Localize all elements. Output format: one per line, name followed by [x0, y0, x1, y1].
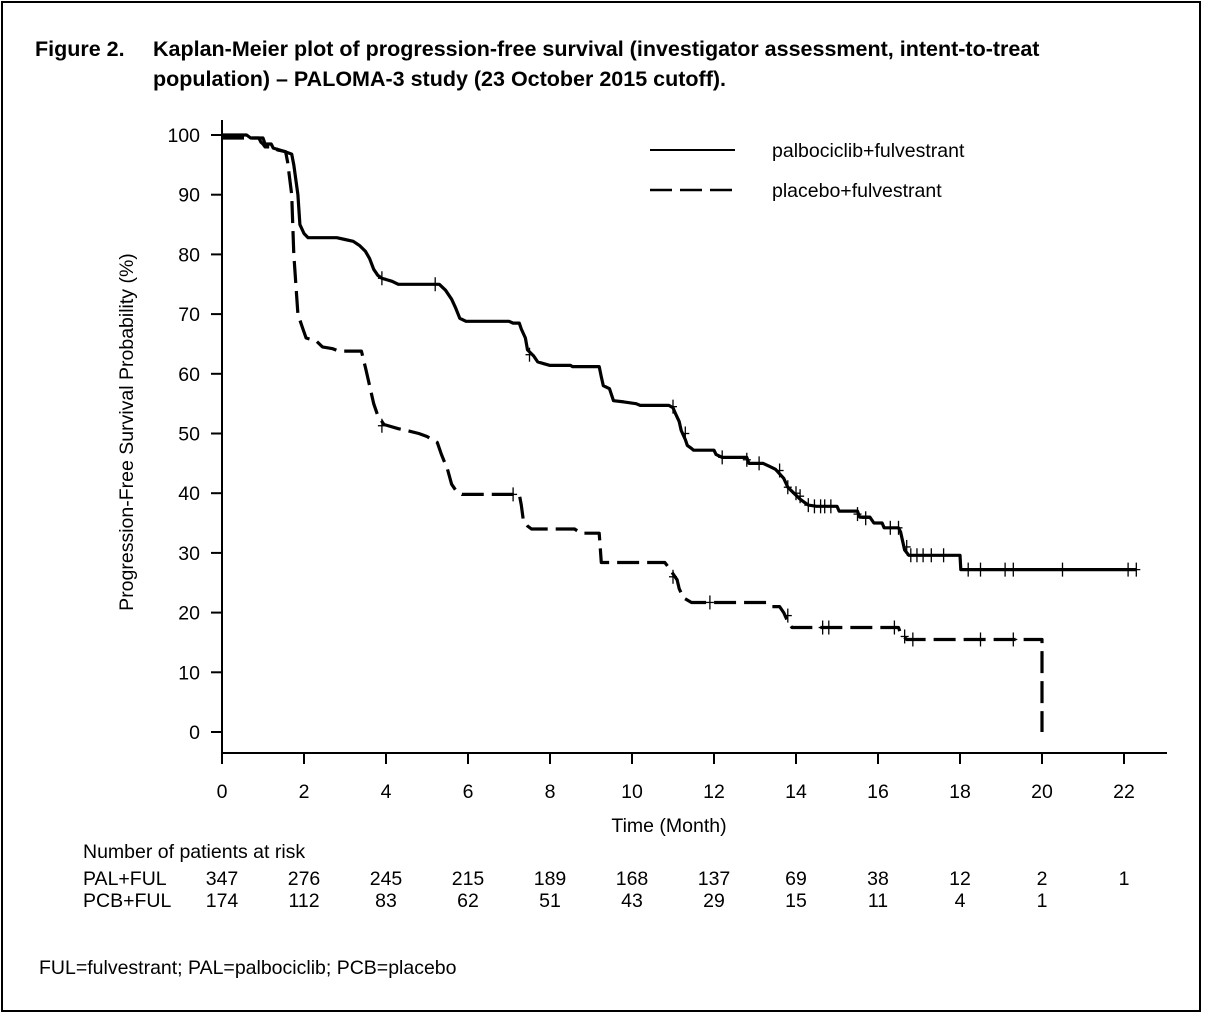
risk-count: 12 [949, 868, 971, 890]
y-tick-label: 100 [167, 125, 200, 147]
x-tick-label: 16 [867, 781, 889, 803]
x-tick-label: 12 [703, 781, 725, 803]
risk-count: 189 [533, 868, 567, 890]
risk-count: 83 [375, 890, 397, 912]
x-axis-label: Time (Month) [611, 815, 726, 837]
series-line-placebo [222, 136, 1044, 732]
risk-count: 347 [205, 868, 239, 890]
y-tick-label: 0 [189, 722, 200, 744]
risk-count: 29 [703, 890, 725, 912]
y-tick-label: 60 [178, 364, 200, 386]
x-tick-label: 8 [545, 781, 556, 803]
x-tick-label: 4 [381, 781, 392, 803]
risk-count: 38 [867, 868, 889, 890]
y-tick-label: 80 [178, 244, 200, 266]
y-tick-label: 10 [178, 662, 200, 684]
risk-count: 62 [457, 890, 479, 912]
y-tick-label: 30 [178, 543, 200, 565]
risk-count: 11 [867, 890, 889, 912]
legend-label-palbociclib: palbociclib+fulvestrant [772, 140, 965, 162]
x-tick-label: 2 [299, 781, 310, 803]
risk-count: 15 [785, 890, 807, 912]
risk-count: 1 [1036, 890, 1048, 912]
risk-table-heading: Number of patients at risk [83, 841, 306, 863]
y-tick-label: 70 [178, 304, 200, 326]
y-tick-label: 20 [178, 603, 200, 625]
risk-count: 1 [1118, 868, 1130, 890]
risk-count: 168 [615, 868, 649, 890]
x-tick-label: 18 [949, 781, 971, 803]
figure-title-line2: population) – PALOMA-3 study (23 October… [153, 67, 726, 91]
risk-count: 43 [621, 890, 643, 912]
risk-count: 174 [205, 890, 239, 912]
x-tick-label: 22 [1113, 781, 1135, 803]
x-tick-label: 10 [621, 781, 643, 803]
figure-title-line1: Kaplan-Meier plot of progression-free su… [153, 37, 1040, 61]
risk-count: 112 [288, 890, 320, 912]
risk-row-label: PAL+FUL [83, 868, 167, 890]
series-layer [222, 133, 1141, 732]
risk-count: 2 [1036, 868, 1048, 890]
risk-count: 215 [451, 868, 485, 890]
risk-count: 69 [785, 868, 807, 890]
figure-title: Figure 2. Kaplan-Meier plot of progressio… [35, 34, 1039, 94]
x-tick-label: 0 [217, 781, 228, 803]
legend: palbociclib+fulvestrant placebo+fulvestr… [650, 140, 965, 202]
risk-count: 137 [697, 868, 731, 890]
axes: 0 10 20 30 40 50 60 70 80 90 100 0 2 4 6 8 10 12 14 16 18 20 2… [167, 120, 1167, 803]
y-tick-label: 90 [178, 185, 200, 207]
risk-count: 4 [954, 890, 966, 912]
y-tick-label: 40 [178, 483, 200, 505]
x-tick-label: 6 [463, 781, 474, 803]
risk-row-label: PCB+FUL [83, 890, 172, 912]
risk-count: 51 [539, 890, 561, 912]
footnote: FUL=fulvestrant; PAL=palbociclib; PCB=pl… [39, 957, 457, 979]
y-axis-label: Progression-Free Survival Probability (%… [116, 253, 138, 611]
risk-count: 276 [287, 868, 321, 890]
figure-label: Figure 2. [35, 37, 125, 61]
x-tick-label: 20 [1031, 781, 1053, 803]
risk-count: 245 [369, 868, 403, 890]
y-tick-label: 50 [178, 424, 200, 446]
legend-label-placebo: placebo+fulvestrant [772, 180, 942, 202]
x-tick-label: 14 [785, 781, 807, 803]
